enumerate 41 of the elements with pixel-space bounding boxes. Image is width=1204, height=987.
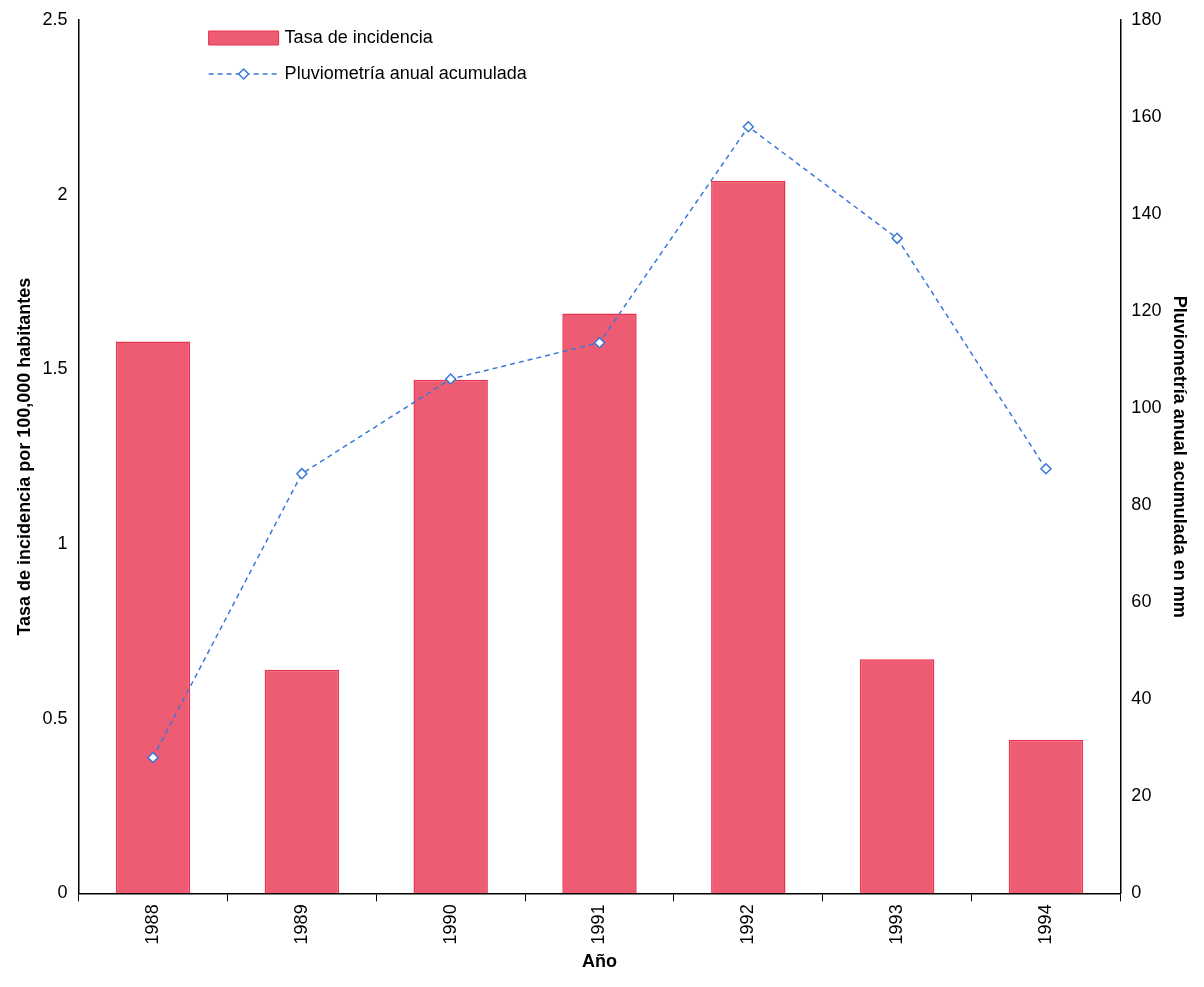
y-axis-title: Tasa de incidencia por 100,000 habitantes [13,277,34,636]
y2-tick-label: 20 [1131,785,1152,806]
legend-label: Tasa de incidencia [284,26,434,47]
y-tick-label: 1.5 [42,358,68,379]
y-tick-label: 1 [57,532,68,553]
y2-tick-label: 80 [1131,494,1152,515]
bar [859,659,935,894]
point [891,232,903,245]
bar [264,669,340,894]
y-tick-label: 2.5 [42,8,68,29]
x-tick-label: 1989 [290,904,311,945]
point [742,120,755,133]
y2-tick-label: 100 [1131,397,1162,418]
y2-tick-label: 180 [1131,8,1162,29]
bar [413,379,488,894]
y2-tick-label: 160 [1131,106,1162,127]
y2-tick-label: 40 [1131,688,1152,709]
x-tick-label: 1993 [886,904,907,945]
point [444,373,457,385]
legend-label: Pluviometría anual acumulada [284,62,528,83]
x-tick-label: 1991 [588,904,609,945]
point [147,751,159,764]
x-tick-label: 1988 [142,904,162,945]
y2-tick-label: 120 [1131,300,1162,321]
bar [711,180,786,894]
x-axis-title: Año [582,951,617,972]
point [1040,463,1052,475]
point [296,467,308,480]
y2-tick-label: 0 [1131,882,1142,903]
bar [115,341,191,894]
x-tick-label: 1992 [737,904,758,945]
x-tick-label: 1990 [439,904,460,945]
y2-tick-label: 60 [1131,591,1152,612]
y-tick-label: 0 [57,882,68,903]
x-tick-label: 1994 [1034,904,1055,945]
y-tick-label: 2 [57,183,68,204]
bar [1008,739,1084,894]
point [593,336,606,349]
y-tick-label: 0.5 [42,707,68,728]
y2-tick-label: 140 [1131,203,1162,224]
y2-axis-title: Pluviometría anual acumulada en mm [1170,295,1191,618]
